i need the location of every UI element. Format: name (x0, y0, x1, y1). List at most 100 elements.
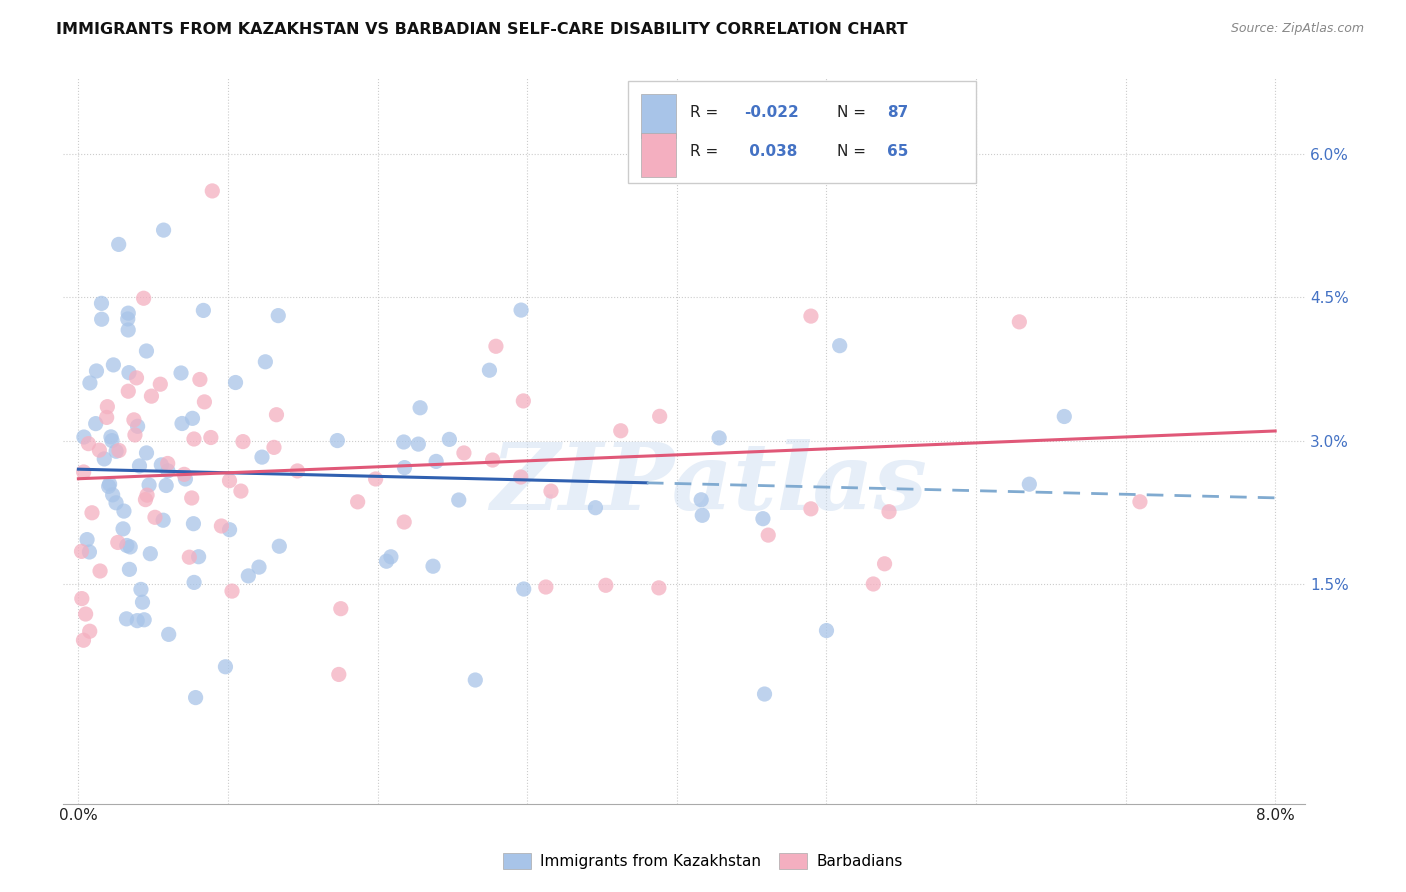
Point (96, 410, 118, 425)
Point (648, 409, 671, 424)
Point (70, 544, 93, 558)
Point (129, 582, 152, 597)
Point (136, 488, 159, 502)
Point (157, 627, 180, 641)
Point (329, 601, 352, 615)
Point (132, 291, 155, 305)
Point (131, 595, 153, 609)
Text: 65: 65 (887, 144, 908, 159)
Text: R =: R = (690, 104, 724, 120)
Point (534, 580, 557, 594)
Point (127, 614, 149, 628)
Point (76, 533, 98, 547)
Point (105, 444, 128, 458)
Point (139, 547, 162, 561)
Point (380, 549, 402, 564)
Point (77, 436, 100, 450)
Point (174, 472, 197, 486)
Point (96, 400, 118, 414)
Point (209, 519, 232, 533)
Point (115, 612, 138, 626)
Point (93, 451, 115, 466)
Point (364, 472, 387, 486)
Point (86, 364, 108, 378)
Point (447, 493, 470, 508)
Point (392, 515, 415, 529)
Point (250, 450, 273, 464)
Point (583, 500, 606, 515)
Text: ZIPatlas: ZIPatlas (491, 439, 928, 529)
Point (225, 376, 247, 390)
Point (79, 545, 101, 559)
Point (478, 363, 501, 377)
Point (263, 441, 285, 455)
Point (107, 237, 129, 252)
Text: Source: ZipAtlas.com: Source: ZipAtlas.com (1230, 22, 1364, 36)
Text: N =: N = (837, 104, 870, 120)
Point (84, 417, 107, 431)
Point (267, 309, 290, 323)
Point (862, 577, 884, 591)
Point (181, 411, 204, 425)
Point (173, 467, 195, 482)
Point (247, 560, 270, 574)
Point (221, 584, 243, 599)
Point (873, 557, 896, 571)
Point (877, 505, 900, 519)
Point (135, 343, 157, 358)
Point (156, 464, 179, 478)
Point (70, 591, 93, 606)
Point (754, 687, 776, 701)
Point (80, 506, 103, 520)
Point (188, 372, 211, 386)
Point (690, 492, 713, 507)
Point (232, 434, 254, 449)
Point (707, 431, 730, 445)
Point (184, 690, 207, 705)
Point (510, 303, 533, 318)
Point (485, 339, 508, 353)
Point (512, 393, 534, 408)
Point (648, 581, 671, 595)
Point (98, 477, 121, 491)
Point (170, 417, 193, 431)
Point (375, 554, 398, 568)
Point (1053, 409, 1076, 424)
Text: 0.038: 0.038 (744, 144, 797, 159)
Point (409, 401, 432, 415)
Point (135, 446, 157, 460)
Point (127, 419, 149, 434)
Point (89, 443, 111, 458)
Point (152, 513, 174, 527)
Point (124, 428, 146, 442)
Point (134, 492, 156, 507)
Point (138, 478, 160, 492)
Text: IMMIGRANTS FROM KAZAKHSTAN VS BARBADIAN SELF-CARE DISABILITY CORRELATION CHART: IMMIGRANTS FROM KAZAKHSTAN VS BARBADIAN … (56, 22, 908, 37)
Point (101, 488, 124, 502)
Bar (641, 95, 675, 137)
Point (179, 550, 201, 565)
Point (97, 479, 120, 493)
Point (149, 377, 172, 392)
Point (108, 443, 131, 458)
Point (180, 491, 202, 505)
Point (105, 496, 128, 510)
Point (117, 323, 139, 337)
Point (187, 549, 209, 564)
Point (100, 430, 122, 444)
Point (117, 312, 139, 326)
Point (90, 296, 112, 310)
Point (422, 559, 444, 574)
Point (118, 366, 141, 380)
Point (800, 501, 823, 516)
Point (346, 495, 368, 509)
Point (392, 435, 415, 450)
Point (183, 516, 205, 531)
Point (107, 535, 129, 549)
Point (214, 659, 236, 673)
Point (439, 433, 461, 447)
Point (90, 312, 112, 326)
Point (828, 339, 851, 353)
Point (170, 366, 193, 380)
Point (509, 470, 531, 484)
